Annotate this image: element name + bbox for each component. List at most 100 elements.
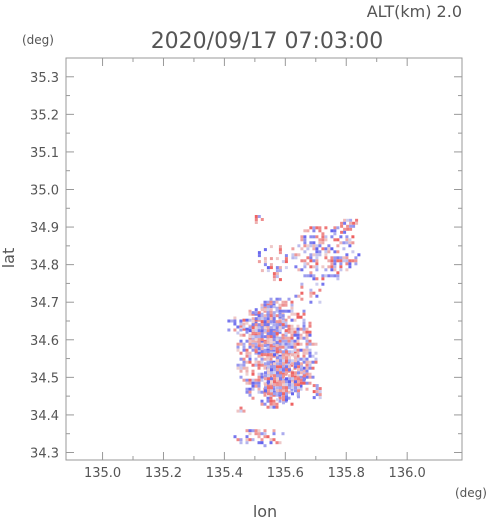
echo-cell [321, 282, 325, 286]
echo-cell [254, 323, 258, 327]
echo-cell [257, 360, 261, 364]
echo-cell [294, 371, 297, 375]
echo-cell [275, 441, 279, 445]
echo-cell [257, 435, 261, 439]
echo-cell [284, 309, 288, 313]
echo-cell [254, 381, 258, 385]
echo-cell [324, 235, 328, 239]
echo-cell [275, 329, 279, 333]
echo-cell [273, 374, 276, 378]
echo-cell [290, 339, 294, 343]
echo-cell [239, 369, 243, 373]
echo-cell [303, 377, 306, 381]
x-tick-label: 135.0 [84, 466, 121, 481]
echo-cell [270, 365, 273, 369]
echo-cell [263, 344, 267, 348]
echo-cell [336, 259, 340, 263]
echo-cell [290, 330, 294, 334]
echo-cell [284, 266, 288, 270]
echo-cell [312, 229, 316, 233]
echo-cell [260, 303, 264, 307]
echo-cell [251, 339, 255, 343]
echo-cell [308, 339, 312, 343]
echo-cell [266, 396, 270, 400]
echo-cell [315, 247, 319, 251]
echo-cell [278, 345, 282, 349]
echo-cell [230, 319, 234, 323]
echo-cell [266, 311, 270, 315]
echo-cell [279, 374, 282, 378]
echo-cell [257, 344, 261, 348]
echo-cell [266, 320, 270, 324]
echo-cell [251, 363, 255, 367]
echo-cell [288, 377, 291, 381]
echo-cell [269, 347, 273, 351]
echo-cell [269, 375, 273, 379]
echo-cell [339, 262, 343, 266]
echo-cell [239, 441, 243, 445]
echo-cell [239, 351, 243, 355]
y-tick-label: 35.3 [30, 71, 59, 86]
echo-cell [293, 330, 297, 334]
echo-cell [254, 350, 258, 354]
echo-cell [278, 326, 282, 330]
echo-cell [260, 320, 264, 324]
echo-cell [239, 322, 243, 326]
echo-cell [242, 342, 246, 346]
echo-cell [284, 254, 288, 258]
y-ticks: 34.3 34.4 34.5 34.6 34.7 34.8 34.9 35.0 35.1 35.2… [30, 57, 462, 461]
echo-cell [276, 371, 279, 375]
echo-cell [254, 326, 258, 330]
echo-cell [285, 359, 288, 363]
echo-cell [297, 392, 300, 396]
echo-cell [312, 241, 316, 245]
echo-cell [285, 350, 288, 354]
echo-cell [285, 392, 288, 396]
echo-cell [333, 229, 337, 233]
echo-cell [269, 344, 273, 348]
echo-cell [269, 341, 273, 345]
echo-cell [257, 378, 261, 382]
echo-cell [275, 308, 279, 312]
echo-cell [278, 336, 282, 340]
echo-cell [269, 314, 273, 318]
echo-cell [357, 253, 361, 257]
echo-cell [248, 351, 252, 355]
echo-cell [269, 257, 273, 261]
echo-cell [305, 366, 309, 370]
echo-cell [251, 335, 255, 339]
echo-cell [276, 350, 279, 354]
echo-cell [239, 406, 243, 410]
echo-cell [308, 360, 312, 364]
echo-cell [284, 318, 288, 322]
echo-cell [315, 384, 319, 388]
echo-cell [251, 344, 255, 348]
echo-cell [340, 230, 344, 234]
echo-cell [260, 360, 264, 364]
echo-cell [351, 259, 355, 263]
echo-cell [267, 356, 270, 360]
echo-cell [318, 288, 322, 292]
echo-cell [293, 345, 297, 349]
echo-cell [305, 372, 309, 376]
echo-cell [276, 389, 279, 393]
echo-cell [251, 348, 255, 352]
echo-cell [299, 378, 303, 382]
echo-cell [302, 327, 306, 331]
echo-cell [273, 377, 276, 381]
echo-cell [275, 332, 279, 336]
echo-cell [257, 329, 261, 333]
echo-cell [276, 374, 279, 378]
echo-cell [248, 357, 252, 361]
echo-cell [291, 383, 294, 387]
echo-cell [257, 384, 261, 388]
echo-cell [245, 369, 249, 373]
echo-cell [346, 218, 350, 222]
echo-cell [260, 438, 264, 442]
echo-cell [272, 342, 276, 346]
echo-cell [266, 314, 270, 318]
echo-cell [318, 387, 322, 391]
echo-cell [343, 227, 347, 231]
echo-cell [308, 372, 312, 376]
echo-cell [305, 381, 309, 385]
